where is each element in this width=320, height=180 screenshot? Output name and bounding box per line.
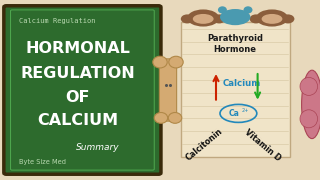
Text: Calcitonin: Calcitonin <box>184 127 224 163</box>
Ellipse shape <box>154 112 168 123</box>
Text: Calcium: Calcium <box>222 79 261 88</box>
Text: Summary: Summary <box>76 143 119 152</box>
Ellipse shape <box>282 14 294 23</box>
Ellipse shape <box>262 14 282 24</box>
Ellipse shape <box>302 70 320 139</box>
Ellipse shape <box>244 6 252 14</box>
Text: Calcium Regulation: Calcium Regulation <box>19 18 96 24</box>
Ellipse shape <box>213 14 226 23</box>
Text: OF: OF <box>66 90 90 105</box>
Text: Vitamin D: Vitamin D <box>243 127 283 163</box>
Text: CALCIUM: CALCIUM <box>37 113 118 128</box>
Text: 2+: 2+ <box>242 108 249 113</box>
Ellipse shape <box>218 6 227 14</box>
Ellipse shape <box>256 10 288 27</box>
Ellipse shape <box>250 14 262 23</box>
Ellipse shape <box>300 77 318 95</box>
Text: Ca: Ca <box>229 109 240 118</box>
Ellipse shape <box>300 110 318 128</box>
Ellipse shape <box>187 10 219 27</box>
Text: Parathyroid
Hormone: Parathyroid Hormone <box>207 34 263 54</box>
FancyBboxPatch shape <box>4 6 161 174</box>
FancyBboxPatch shape <box>181 22 290 157</box>
Text: Byte Size Med: Byte Size Med <box>19 159 66 165</box>
Ellipse shape <box>220 9 250 25</box>
Ellipse shape <box>193 14 214 24</box>
Text: REGULATION: REGULATION <box>20 66 135 81</box>
FancyBboxPatch shape <box>159 59 177 121</box>
Ellipse shape <box>181 14 194 23</box>
Ellipse shape <box>169 56 183 68</box>
Ellipse shape <box>168 112 182 123</box>
Ellipse shape <box>153 56 167 68</box>
Text: HORMONAL: HORMONAL <box>25 41 130 56</box>
